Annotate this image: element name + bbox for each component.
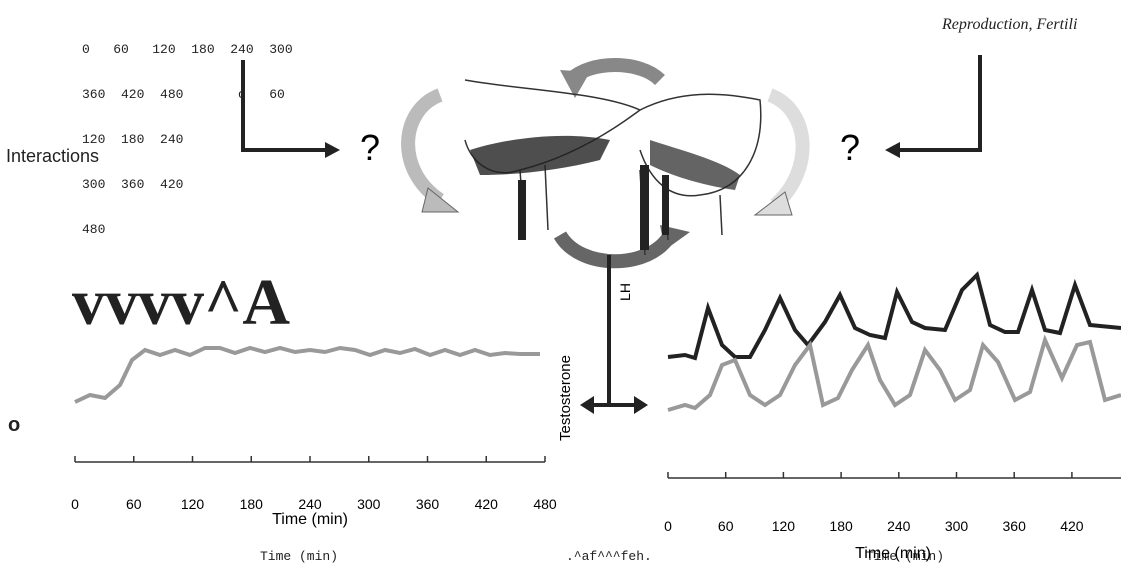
x-tick-label: 300 <box>945 518 969 534</box>
x-tick-label: 180 <box>829 518 853 534</box>
x-tick-label: 480 <box>533 496 557 512</box>
interactions-label: Interactions <box>6 146 100 166</box>
lh-label: LH <box>617 283 633 301</box>
x-tick-label: 420 <box>475 496 499 512</box>
testosterone-label: Testosterone <box>557 355 574 441</box>
journal-title: Reproduction, Fertili <box>942 16 1078 33</box>
arrow-head <box>325 142 340 158</box>
footer-text: Time (min) <box>260 549 339 564</box>
x-axis: 0 60 120 180 240 300 360 420 <box>664 472 1121 534</box>
sheep-shading <box>470 135 740 250</box>
x-tick-label: 240 <box>298 496 322 512</box>
ocr-line: 0 60 120 180 240 300 <box>82 42 293 57</box>
axis-title: Time (min) <box>272 511 348 528</box>
axis-title: Time (min) <box>855 545 931 562</box>
curved-arrow <box>553 230 677 269</box>
x-tick-label: 420 <box>1060 518 1084 534</box>
x-tick-label: 60 <box>126 496 142 512</box>
question-mark: ? <box>840 127 860 168</box>
arrow-head <box>580 396 648 414</box>
connector <box>241 60 325 152</box>
arrow-head <box>885 142 900 158</box>
ocr-line: 120 180 240 <box>82 132 184 147</box>
x-tick-label: 0 <box>71 496 79 512</box>
x-tick-label: 120 <box>181 496 205 512</box>
x-tick-label: 0 <box>664 518 672 534</box>
curved-arrow <box>767 88 810 211</box>
x-axis: 0 60 120 180 240 300 360 420 480 <box>71 456 557 512</box>
trace <box>74 345 540 404</box>
x-tick-label: 240 <box>887 518 911 534</box>
x-tick-label: 180 <box>240 496 264 512</box>
x-tick-label: 300 <box>357 496 381 512</box>
x-tick-label: 360 <box>1003 518 1027 534</box>
trace <box>667 271 1121 361</box>
connector <box>900 55 982 152</box>
x-tick-label: 120 <box>772 518 796 534</box>
arrow-head <box>560 70 590 98</box>
arrow-head <box>753 191 793 216</box>
ocr-glyphs: vvvv^A <box>72 266 291 339</box>
trace <box>667 334 1121 412</box>
question-mark: ? <box>360 127 380 168</box>
curved-arrow <box>401 88 445 206</box>
footer-text: Time (min) <box>866 549 945 564</box>
footer-text: .^af^^^feh. <box>566 549 652 564</box>
ocr-o: o <box>8 414 21 436</box>
x-tick-label: 360 <box>416 496 440 512</box>
ocr-line: 300 360 420 <box>82 177 184 192</box>
arrow-head <box>421 187 460 213</box>
ocr-line: 480 <box>82 222 106 237</box>
x-tick-label: 60 <box>718 518 734 534</box>
